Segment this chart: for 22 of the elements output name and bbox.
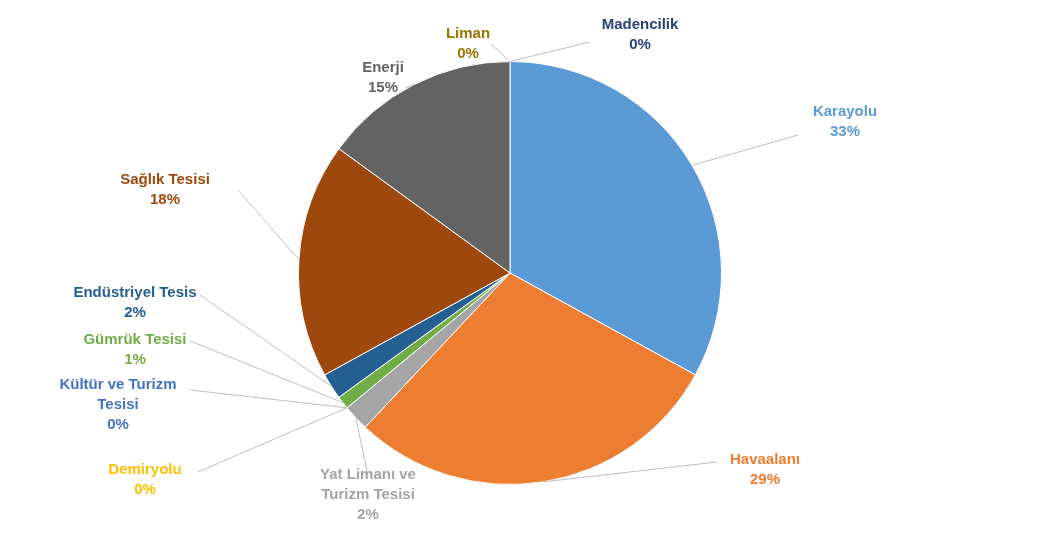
text: 0% [457,44,479,62]
slice-label: Endüstriyel Tesis [73,283,197,301]
text: 0% [134,480,156,498]
slice-label: Havaalanı [729,450,801,468]
slice-label: Gümrük Tesisi [83,330,187,348]
data-label: 18% [149,190,181,208]
data-label: 1% [124,350,146,368]
slice-label: Yat Limanı ve Turizm Tesisi [320,465,416,503]
slice-label: Enerji [362,58,404,76]
slice-label: Karayolu [812,102,878,120]
data-label: 2% [124,303,146,321]
text: 0% [107,415,129,433]
category-label: Demiryolu [108,460,182,478]
data-label: 29% [749,470,781,488]
data-label: 15% [367,78,399,96]
data-label: 2% [357,505,379,523]
category-label: Madencilik [601,15,679,33]
text: 0% [629,35,651,53]
slice-label: Sağlık Tesisi [120,170,210,188]
category-label: Liman [445,24,491,42]
category-label: Kültür ve Turizm Tesisi [59,375,177,413]
data-label: 33% [829,122,861,140]
